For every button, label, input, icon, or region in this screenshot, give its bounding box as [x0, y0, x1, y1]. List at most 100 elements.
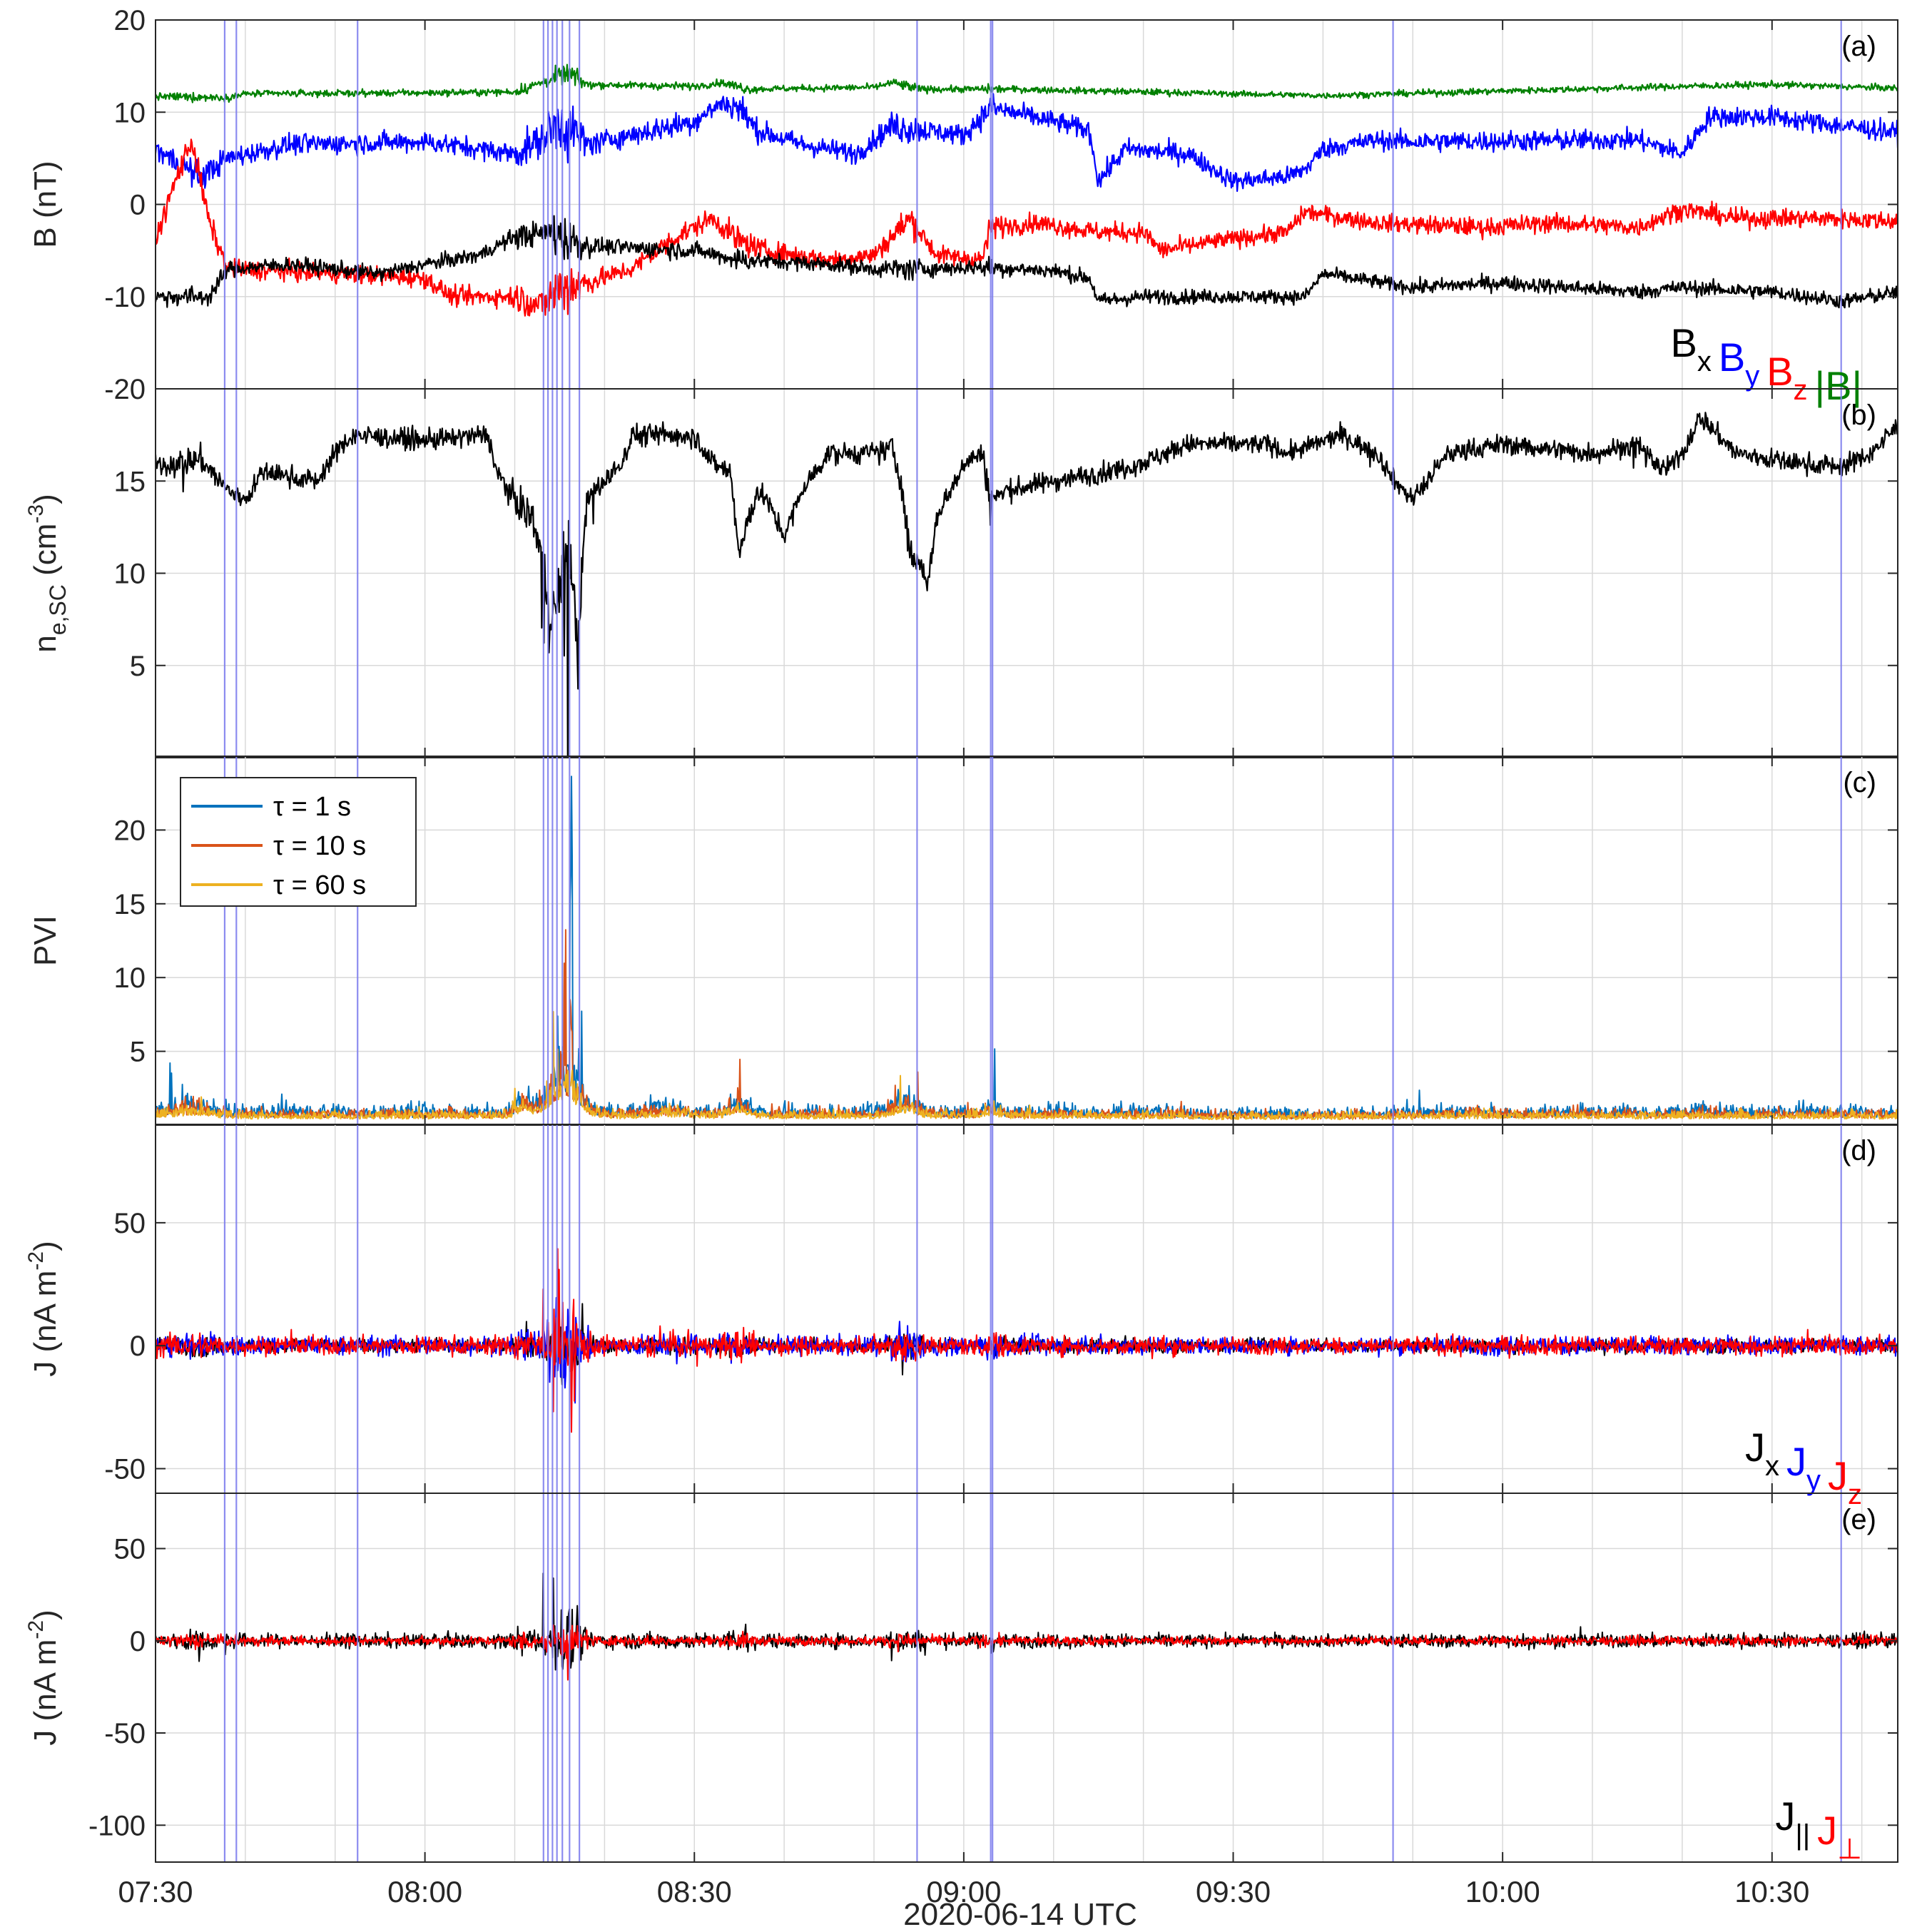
x-axis-label: 2020-06-14 UTC — [903, 1897, 1137, 1932]
y-tick-label: 5 — [130, 651, 146, 682]
event-lines — [223, 1493, 1842, 1862]
series-group — [156, 63, 1898, 317]
y-tick-label: 5 — [130, 1037, 146, 1068]
y-ticks — [155, 1493, 1898, 1862]
panel-label: (e) — [1841, 1504, 1876, 1535]
x-tick-label: 08:30 — [657, 1875, 732, 1908]
panel-label: (d) — [1841, 1135, 1876, 1166]
legend-item-sub: z — [1848, 1479, 1862, 1510]
y-label-main: n — [28, 635, 63, 652]
y-ticks — [155, 1124, 1898, 1493]
series-group — [156, 1572, 1898, 1681]
y-label-main: J (nA m — [28, 1639, 63, 1746]
x-tick-label: 09:30 — [1196, 1875, 1271, 1908]
axes-box — [155, 1493, 1898, 1863]
series-ne — [156, 412, 1898, 758]
y-axis-label: B (nT) — [28, 161, 63, 248]
series-Jperp — [156, 1624, 1898, 1681]
y-tick-label: 50 — [114, 1534, 146, 1565]
legend-item-sub: x — [1697, 346, 1712, 377]
y-label-unit: (cm — [28, 524, 63, 585]
y-tick-label: 20 — [114, 5, 146, 36]
series-Bx — [156, 215, 1898, 309]
y-label-end: ) — [28, 1610, 63, 1620]
y-label-end: ) — [28, 494, 63, 504]
legend-item: J — [1745, 1425, 1765, 1470]
legend-item-sub: ⊥ — [1837, 1834, 1862, 1865]
y-tick-label: 20 — [114, 815, 146, 846]
y-tick-label: 15 — [114, 889, 146, 920]
y-axis-label: J (nA m-2) — [24, 1610, 63, 1746]
y-tick-label: 50 — [114, 1208, 146, 1239]
legend-item: J — [1775, 1794, 1795, 1839]
legend-item-sub: || — [1795, 1819, 1810, 1851]
y-ticks — [155, 756, 1898, 1125]
y-label-main: PVI — [28, 915, 63, 966]
series-|B| — [156, 63, 1898, 103]
legend-item: B — [1670, 320, 1697, 365]
legend-d: Jx Jy Jz — [1745, 1425, 1862, 1510]
legend-item: |B| — [1815, 363, 1862, 408]
y-tick-label: 0 — [130, 1331, 146, 1362]
y-axis-label: J (nA m-2) — [24, 1241, 63, 1377]
y-tick-label: 10 — [114, 962, 146, 994]
series-Bz — [156, 138, 1898, 317]
legend-item: J — [1817, 1808, 1837, 1853]
legend-label: τ = 10 s — [273, 831, 366, 861]
y-label-sub: e,SC — [45, 584, 71, 635]
legend-item: J — [1786, 1439, 1806, 1484]
legend-a: Bx By Bz |B| — [1670, 320, 1862, 408]
x-tick-label: 10:30 — [1734, 1875, 1809, 1908]
y-tick-label: -100 — [88, 1810, 146, 1841]
panel-c: 5 10 15 20 (c) PVI τ = 1 s τ = 10 s τ = 60 s — [28, 756, 1898, 1126]
legend-item: B — [1719, 335, 1745, 380]
panel-label: (a) — [1841, 31, 1876, 62]
panel-label: (c) — [1843, 767, 1876, 798]
y-label-end: ) — [28, 1241, 63, 1251]
y-label-sup: -3 — [24, 504, 48, 524]
x-tick-label: 10:00 — [1465, 1875, 1540, 1908]
y-tick-label: -50 — [104, 1454, 146, 1485]
event-lines — [223, 389, 1842, 758]
legend-e: J|| J⊥ — [1775, 1794, 1862, 1865]
y-tick-label: 10 — [114, 97, 146, 128]
y-tick-label: -10 — [104, 282, 146, 313]
x-tick-label: 09:00 — [926, 1875, 1001, 1908]
y-axis-label: PVI — [28, 915, 63, 966]
series-group — [156, 412, 1898, 758]
grid — [155, 756, 1898, 1125]
y-tick-label: 10 — [114, 559, 146, 590]
y-label-sup: -2 — [24, 1251, 48, 1271]
legend-item-sub: z — [1794, 375, 1808, 406]
legend-item-sub: y — [1806, 1465, 1821, 1496]
x-tick-label: 07:30 — [118, 1875, 193, 1908]
legend-item: B — [1766, 349, 1793, 394]
series-By — [156, 93, 1898, 192]
y-tick-label: 0 — [130, 1626, 146, 1657]
event-lines — [223, 1124, 1842, 1493]
panel-b: 5 10 15 (b) ne,SC (cm-3) — [24, 388, 1898, 758]
legend-item: J — [1828, 1453, 1848, 1498]
legend-label: τ = 60 s — [273, 870, 366, 900]
x-tick-label: 08:00 — [387, 1875, 462, 1908]
panel-d: -50 0 50 (d) J (nA m-2) Jx Jy Jz — [24, 1124, 1898, 1510]
y-label-main: J (nA m — [28, 1271, 63, 1377]
y-label-sup: -2 — [24, 1620, 48, 1639]
y-label-main: B (nT) — [28, 161, 63, 248]
series-group — [156, 1248, 1898, 1433]
y-tick-label: -50 — [104, 1718, 146, 1749]
panel-label: (b) — [1841, 400, 1876, 431]
series-Jpar — [156, 1572, 1898, 1671]
y-tick-label: -20 — [104, 374, 146, 405]
event-lines — [223, 20, 1842, 389]
series-tau60 — [156, 1011, 1898, 1121]
y-axis-label: ne,SC (cm-3) — [24, 494, 71, 653]
series-Jz — [156, 1248, 1898, 1433]
legend-label: τ = 1 s — [273, 792, 351, 822]
y-tick-label: 15 — [114, 466, 146, 497]
